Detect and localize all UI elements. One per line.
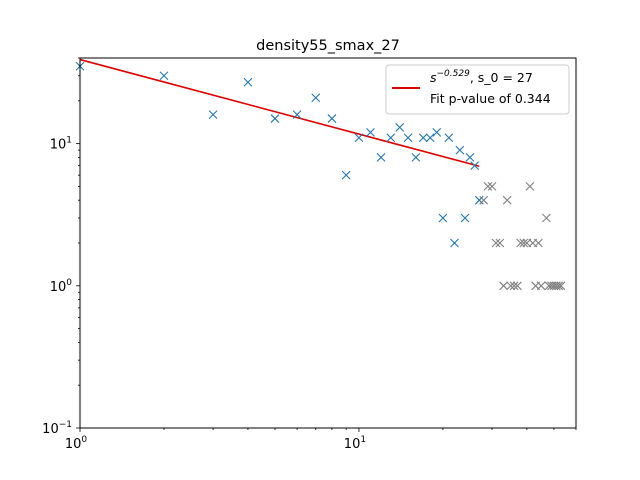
data-point-fitted-12 xyxy=(386,133,396,143)
legend-fit-base: s xyxy=(430,70,437,85)
data-point-fitted-9 xyxy=(354,133,364,143)
x-axis: 100 101 xyxy=(65,428,577,452)
data-point-unfitted-10 xyxy=(516,238,526,248)
y-axis: 10−1 100 101 xyxy=(42,57,80,437)
legend-pvalue-label: Fit p-value of 0.344 xyxy=(430,91,551,106)
data-point-fitted-21 xyxy=(450,238,459,248)
data-point-unfitted-4 xyxy=(495,238,505,248)
x-tick-label-0: 100 xyxy=(65,435,88,452)
data-point-fitted-16 xyxy=(418,133,428,143)
legend: s−0.529, s_0 = 27 Fit p-value of 0.344 xyxy=(385,64,570,115)
data-point-fitted-11 xyxy=(376,153,386,162)
y-tick-label-1: 100 xyxy=(50,278,73,295)
legend-box xyxy=(385,64,570,115)
legend-fit-rest: , s_0 = 27 xyxy=(470,70,533,85)
data-point-fitted-26 xyxy=(474,195,484,205)
data-point-fitted-2 xyxy=(208,110,218,119)
data-point-unfitted-13 xyxy=(525,182,535,191)
data-point-unfitted-5 xyxy=(499,281,508,291)
data-point-unfitted-18 xyxy=(542,213,551,223)
data-point-fitted-13 xyxy=(395,123,405,132)
data-point-unfitted-17 xyxy=(536,281,546,291)
data-point-fitted-4 xyxy=(270,114,280,123)
data-point-fitted-8 xyxy=(341,170,351,180)
data-point-unfitted-6 xyxy=(502,195,512,205)
data-point-unfitted-23 xyxy=(554,281,564,291)
data-point-fitted-23 xyxy=(460,213,470,223)
legend-fit-label: s−0.529, s_0 = 27 xyxy=(430,69,533,85)
data-point-fitted-3 xyxy=(243,77,253,87)
data-point-fitted-15 xyxy=(411,153,421,162)
data-point-unfitted-24 xyxy=(556,281,566,291)
data-point-fitted-6 xyxy=(311,93,321,103)
data-points xyxy=(75,61,566,291)
data-point-unfitted-1 xyxy=(483,182,493,191)
data-point-unfitted-3 xyxy=(491,238,501,248)
data-point-fitted-18 xyxy=(432,127,442,137)
x-tick-label-1: 101 xyxy=(344,435,366,452)
data-point-fitted-17 xyxy=(425,133,435,143)
data-point-fitted-20 xyxy=(444,133,454,143)
data-point-unfitted-7 xyxy=(506,281,516,291)
data-point-fitted-7 xyxy=(327,114,337,123)
data-point-fitted-19 xyxy=(438,213,448,223)
data-point-unfitted-11 xyxy=(519,238,529,248)
chart-title: density55_smax_27 xyxy=(256,38,400,54)
data-point-fitted-24 xyxy=(465,153,475,162)
fit-line xyxy=(79,58,480,168)
data-point-unfitted-16 xyxy=(534,238,543,248)
data-point-fitted-14 xyxy=(403,133,413,143)
data-point-fitted-1 xyxy=(159,71,169,81)
legend-fit-exp: −0.529 xyxy=(437,69,471,79)
data-point-unfitted-8 xyxy=(509,281,519,291)
data-point-fitted-22 xyxy=(455,145,465,155)
data-point-unfitted-0 xyxy=(479,195,489,205)
data-point-unfitted-2 xyxy=(487,182,497,191)
data-point-fitted-25 xyxy=(470,161,480,171)
data-point-fitted-5 xyxy=(292,110,302,119)
data-point-unfitted-9 xyxy=(513,281,522,291)
y-tick-label-2: 101 xyxy=(50,136,72,153)
fit-line-group xyxy=(79,58,480,168)
data-point-fitted-10 xyxy=(366,127,375,137)
y-tick-label-0: 10−1 xyxy=(42,420,72,437)
plot-area xyxy=(75,58,566,291)
